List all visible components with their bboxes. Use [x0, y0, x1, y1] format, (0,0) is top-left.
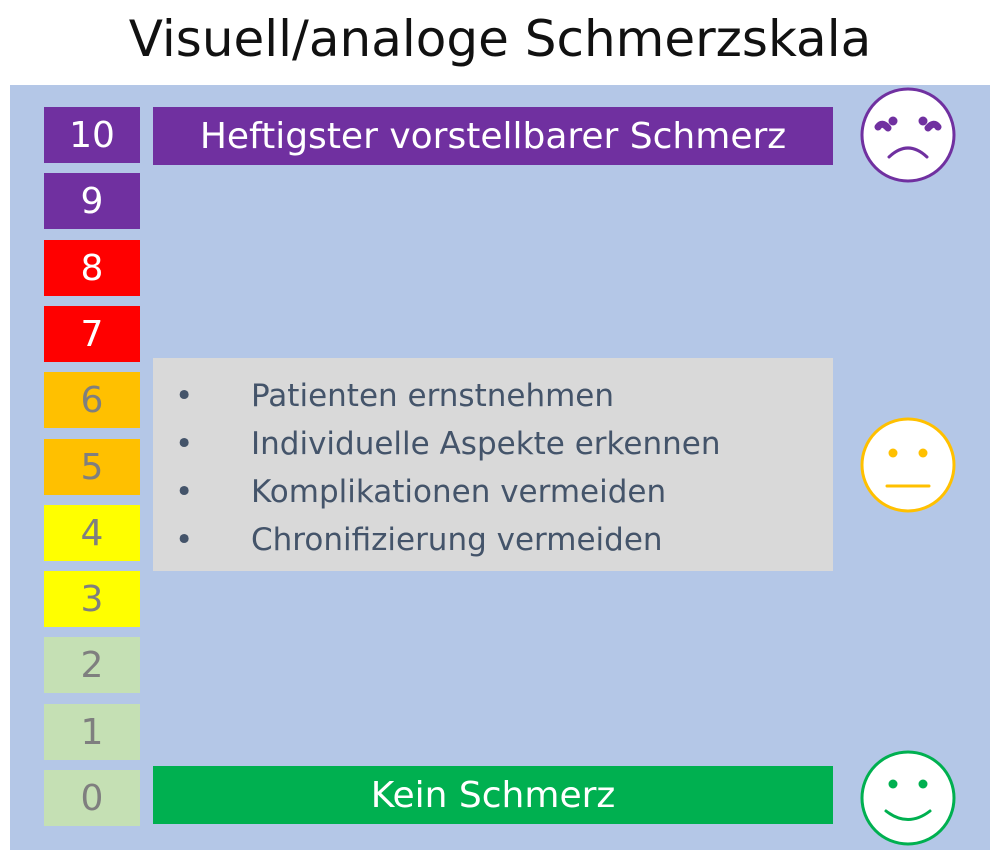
page-title: Visuell/analoge Schmerzskala [128, 10, 872, 68]
scale-level-3: 3 [44, 571, 140, 627]
scale-level-10: 10 [44, 107, 140, 163]
list-item: • Patienten ernstnehmen [153, 372, 833, 420]
bullet-icon: • [175, 522, 194, 558]
max-pain-label-bar: Heftigster vorstellbarer Schmerz [153, 107, 833, 165]
scale-level-0: 0 [44, 770, 140, 826]
scale-level-1: 1 [44, 704, 140, 760]
scale-level-4: 4 [44, 505, 140, 561]
scale-level-6: 6 [44, 372, 140, 428]
scale-level-7: 7 [44, 306, 140, 362]
list-item-text: Individuelle Aspekte erkennen [251, 426, 721, 462]
list-item-text: Komplikationen vermeiden [251, 474, 667, 510]
no-pain-label: Kein Schmerz [370, 774, 616, 816]
sad-face-icon [860, 87, 956, 183]
bullet-icon: • [175, 378, 194, 414]
list-item: • Komplikationen vermeiden [153, 468, 833, 516]
goals-box: • Patienten ernstnehmen • Individuelle A… [153, 358, 833, 571]
scale-level-5: 5 [44, 439, 140, 495]
bullet-icon: • [175, 426, 194, 462]
list-item-text: Patienten ernstnehmen [251, 378, 615, 414]
list-item: • Individuelle Aspekte erkennen [153, 420, 833, 468]
happy-face-icon [860, 750, 956, 846]
scale-level-8: 8 [44, 240, 140, 296]
max-pain-label: Heftigster vorstellbarer Schmerz [199, 115, 787, 157]
bullet-icon: • [175, 474, 194, 510]
no-pain-label-bar: Kein Schmerz [153, 766, 833, 824]
neutral-face-icon [860, 417, 956, 513]
scale-level-2: 2 [44, 637, 140, 693]
goals-list: • Patienten ernstnehmen • Individuelle A… [153, 358, 833, 564]
scale-level-9: 9 [44, 173, 140, 229]
list-item-text: Chronifizierung vermeiden [251, 522, 663, 558]
list-item: • Chronifizierung vermeiden [153, 516, 833, 564]
